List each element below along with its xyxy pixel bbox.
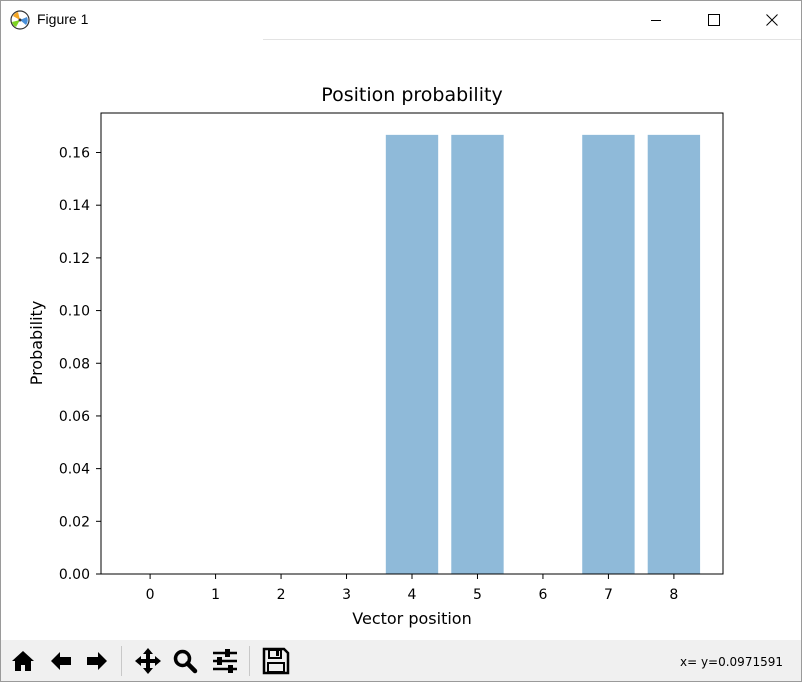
chart-title: Position probability: [321, 84, 502, 106]
toolbar-separator: [121, 646, 122, 676]
x-tick-label: 0: [146, 587, 155, 603]
navigation-toolbar: x= y=0.0971591: [1, 640, 801, 681]
back-button[interactable]: [45, 645, 77, 677]
title-bar[interactable]: Figure 1: [1, 1, 801, 39]
maximize-icon: [708, 14, 720, 26]
minimize-icon: [651, 20, 661, 21]
forward-arrow-icon: [87, 652, 107, 670]
forward-button[interactable]: [81, 645, 113, 677]
x-axis: 0 1 2 3 4 5 6 7 8: [146, 574, 678, 603]
x-tick-label: 6: [538, 587, 547, 603]
y-axis: 0.00 0.02 0.04 0.06 0.08 0.10 0.12 0.14 0.16: [59, 146, 101, 583]
window-title: Figure 1: [37, 11, 89, 27]
zoom-icon: [173, 649, 198, 674]
save-icon: [262, 647, 290, 675]
toolbar-separator: [249, 646, 250, 676]
title-divider: [263, 39, 801, 40]
close-button[interactable]: [743, 1, 801, 39]
back-arrow-icon: [51, 652, 71, 670]
y-tick-label: 0.16: [59, 146, 90, 162]
minimize-button[interactable]: [627, 1, 685, 39]
y-axis-label: Probability: [27, 301, 46, 386]
x-tick-label: 8: [669, 587, 678, 603]
x-tick-label: 5: [473, 587, 482, 603]
y-tick-label: 0.10: [59, 304, 90, 320]
pan-icon: [135, 648, 161, 674]
y-tick-label: 0.06: [59, 409, 90, 425]
bar-5: [451, 134, 504, 575]
bars-group: [385, 134, 701, 575]
maximize-button[interactable]: [685, 1, 743, 39]
x-tick-label: 7: [604, 587, 613, 603]
y-tick-label: 0.04: [59, 462, 90, 478]
cursor-coordinates: x= y=0.0971591: [679, 655, 783, 669]
configure-subplots-icon: [213, 649, 237, 673]
home-icon: [12, 651, 34, 671]
y-tick-label: 0.00: [59, 567, 90, 583]
home-button[interactable]: [7, 645, 39, 677]
configure-subplots-button[interactable]: [209, 645, 241, 677]
figure-canvas[interactable]: Position probability 0.00 0.02 0.04 0.06 0.0…: [1, 40, 801, 640]
y-tick-label: 0.02: [59, 514, 90, 530]
x-tick-label: 3: [342, 587, 351, 603]
close-icon: [766, 14, 778, 26]
matplotlib-icon: [10, 10, 30, 30]
x-tick-label: 4: [408, 587, 417, 603]
y-tick-label: 0.12: [59, 251, 90, 267]
x-tick-label: 1: [211, 587, 220, 603]
y-tick-label: 0.14: [59, 198, 90, 214]
save-button[interactable]: [260, 645, 292, 677]
zoom-button[interactable]: [169, 645, 201, 677]
bar-7: [582, 134, 635, 575]
y-tick-label: 0.08: [59, 356, 90, 372]
x-tick-label: 2: [277, 587, 286, 603]
bar-8: [647, 134, 701, 575]
axes-frame: [100, 112, 724, 575]
x-axis-label: Vector position: [352, 609, 471, 628]
bar-4: [385, 134, 439, 575]
pan-button[interactable]: [132, 645, 164, 677]
bar-chart: Position probability 0.000.020.040.060.0…: [1, 40, 801, 640]
